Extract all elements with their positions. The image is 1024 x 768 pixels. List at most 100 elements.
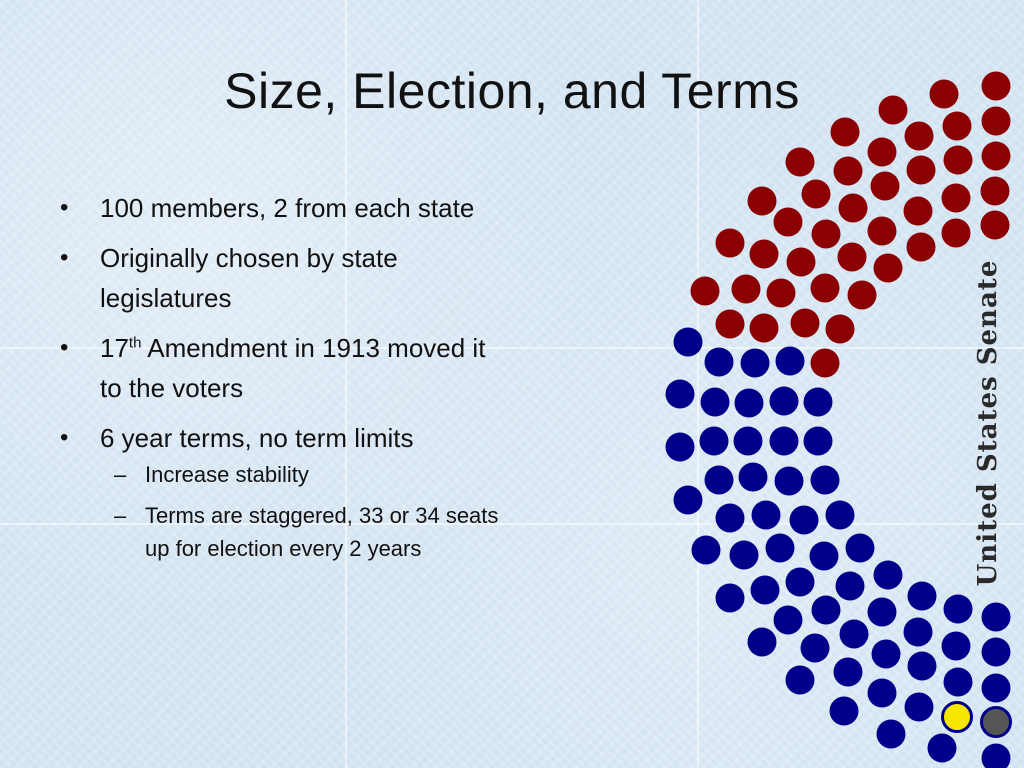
democrat-seat [769, 386, 799, 416]
republican-seat [833, 156, 863, 186]
democrat-seat [665, 379, 695, 409]
democrat-seat [773, 605, 803, 635]
democrat-seat [981, 602, 1011, 632]
republican-seat [941, 183, 971, 213]
democrat-seat [809, 541, 839, 571]
democrat-seat [873, 560, 903, 590]
independent-seat-yellow [941, 701, 973, 733]
republican-seat [766, 278, 796, 308]
senate-side-label: United States Senate [973, 259, 1003, 587]
democrat-seat [941, 631, 971, 661]
sub-bullet-list: Increase stability Terms are staggered, … [100, 458, 508, 565]
republican-seat [980, 176, 1010, 206]
republican-seat [773, 207, 803, 237]
bullet-list: 100 members, 2 from each state Originall… [58, 188, 508, 575]
democrat-seat [907, 651, 937, 681]
republican-seat [747, 186, 777, 216]
democrat-seat [835, 571, 865, 601]
sub-bullet-item: Increase stability [100, 458, 508, 491]
democrat-seat [699, 426, 729, 456]
democrat-seat [927, 733, 957, 763]
background-grid-line [697, 0, 699, 768]
democrat-seat [785, 567, 815, 597]
republican-seat [715, 228, 745, 258]
democrat-seat [876, 719, 906, 749]
democrat-seat [803, 426, 833, 456]
democrat-seat [733, 426, 763, 456]
republican-seat [731, 274, 761, 304]
background-grid-line [0, 347, 1024, 349]
republican-seat [980, 210, 1010, 240]
republican-seat [941, 218, 971, 248]
democrat-seat [751, 500, 781, 530]
democrat-seat [867, 678, 897, 708]
republican-seat [801, 179, 831, 209]
democrat-seat [943, 594, 973, 624]
bullet-text: 6 year terms, no term limits [100, 423, 414, 453]
democrat-seat [750, 575, 780, 605]
democrat-seat [729, 540, 759, 570]
democrat-seat [785, 665, 815, 695]
republican-seat [903, 196, 933, 226]
democrat-seat [845, 533, 875, 563]
democrat-seat [665, 432, 695, 462]
republican-seat [878, 95, 908, 125]
republican-seat [715, 309, 745, 339]
democrat-seat [673, 327, 703, 357]
republican-seat [870, 171, 900, 201]
democrat-seat [769, 426, 799, 456]
democrat-seat [738, 462, 768, 492]
democrat-seat [734, 388, 764, 418]
independent-seat-gray [980, 706, 1012, 738]
republican-seat [929, 79, 959, 109]
democrat-seat [904, 692, 934, 722]
democrat-seat [871, 639, 901, 669]
republican-seat [906, 155, 936, 185]
bullet-item: Originally chosen by state legislatures [58, 238, 508, 318]
senate-seat-chart [665, 71, 1012, 768]
democrat-seat [789, 505, 819, 535]
bullet-text: Originally chosen by state legislatures [100, 243, 398, 313]
democrat-seat [700, 387, 730, 417]
democrat-seat [829, 696, 859, 726]
democrat-seat [800, 633, 830, 663]
democrat-seat [943, 667, 973, 697]
bullet-text: Amendment in 1913 moved it to the voters [100, 333, 486, 403]
republican-seat [873, 253, 903, 283]
democrat-seat [691, 535, 721, 565]
republican-seat [847, 280, 877, 310]
democrat-seat [867, 597, 897, 627]
democrat-seat [810, 465, 840, 495]
democrat-seat [775, 346, 805, 376]
republican-seat [906, 232, 936, 262]
republican-seat [867, 216, 897, 246]
republican-seat [810, 348, 840, 378]
bullet-text: 100 members, 2 from each state [100, 193, 475, 223]
democrat-seat [704, 347, 734, 377]
republican-seat [810, 273, 840, 303]
democrat-seat [765, 533, 795, 563]
republican-seat [786, 247, 816, 277]
democrat-seat [774, 466, 804, 496]
democrat-seat [981, 743, 1011, 768]
democrat-seat [833, 657, 863, 687]
republican-seat [830, 117, 860, 147]
ordinal-number: 17 [100, 333, 129, 363]
democrat-seat [825, 500, 855, 530]
background-grid-line [0, 523, 1024, 525]
republican-seat [943, 145, 973, 175]
bullet-item: 6 year terms, no term limits Increase st… [58, 418, 508, 565]
democrat-seat [747, 627, 777, 657]
republican-seat [785, 147, 815, 177]
republican-seat [811, 219, 841, 249]
ordinal-suffix: th [128, 334, 142, 352]
republican-seat [837, 242, 867, 272]
democrat-seat [715, 503, 745, 533]
democrat-seat [811, 595, 841, 625]
republican-seat [790, 308, 820, 338]
republican-seat [690, 276, 720, 306]
democrat-seat [903, 617, 933, 647]
slide-title: Size, Election, and Terms [224, 63, 800, 119]
democrat-seat [715, 583, 745, 613]
democrat-seat [981, 673, 1011, 703]
